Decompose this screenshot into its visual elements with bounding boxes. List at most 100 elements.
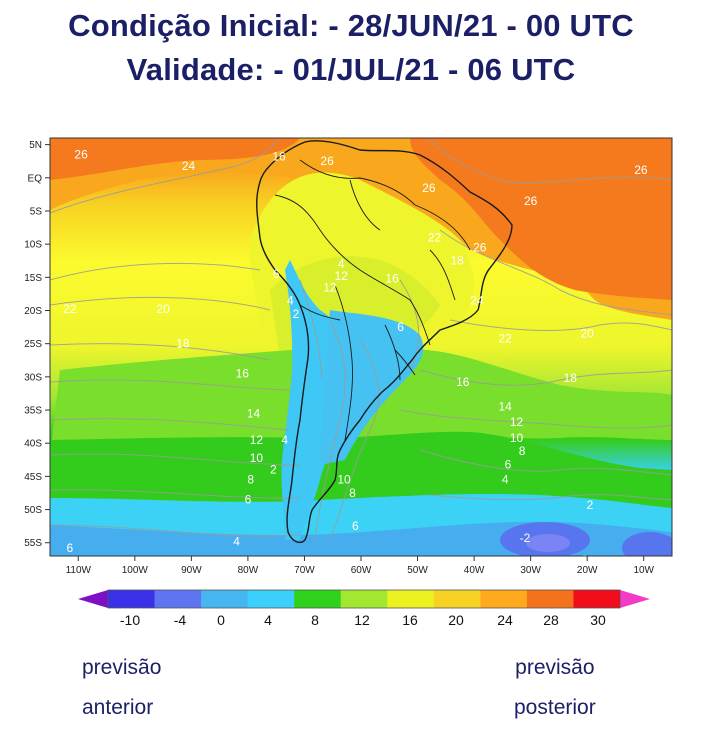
- contour-value-label: 4: [281, 433, 288, 447]
- lat-tick-label: 35S: [24, 406, 42, 417]
- lon-tick-label: 80W: [238, 565, 259, 576]
- colorbar-label: 0: [217, 612, 225, 628]
- south-cone-cyan: [320, 310, 424, 465]
- colorbar-label: 4: [264, 612, 272, 628]
- band-26: [50, 138, 300, 180]
- contour-value-label: 6: [245, 493, 252, 507]
- previous-forecast-link[interactable]: previsão anterior: [82, 648, 161, 728]
- lat-tick-label: EQ: [28, 173, 43, 184]
- colorbar-label: 24: [497, 612, 513, 628]
- previous-forecast-line1: previsão: [82, 656, 162, 679]
- colorbar-label: 20: [448, 612, 464, 628]
- colorbar-label: -10: [120, 612, 140, 628]
- lon-tick-label: 30W: [520, 565, 541, 576]
- lon-tick-label: 10W: [633, 565, 654, 576]
- contour-value-label: 24: [470, 294, 484, 308]
- contour-value-label: 2: [293, 307, 300, 321]
- contour-value-label: 18: [176, 337, 190, 351]
- contour-value-label: 2: [270, 463, 277, 477]
- contour-value-label: 6: [505, 457, 512, 471]
- lat-tick-label: 55S: [24, 538, 42, 549]
- contour-value-label: 16: [385, 272, 399, 286]
- colorbar-segment: [294, 590, 342, 608]
- lat-tick-label: 50S: [24, 505, 42, 516]
- contour-value-label: 14: [247, 406, 261, 420]
- colorbar-segment: [108, 590, 156, 608]
- lon-tick-label: 60W: [351, 565, 372, 576]
- contour-value-label: -2: [520, 531, 531, 545]
- contour-value-label: 26: [74, 148, 88, 162]
- contour-value-label: 22: [499, 331, 513, 345]
- contour-value-label: 6: [581, 552, 588, 566]
- contour-value-label: 12: [323, 280, 337, 294]
- colorbar-label: 16: [402, 612, 418, 628]
- contour-value-label: 12: [510, 415, 524, 429]
- lat-tick-label: 5N: [29, 140, 42, 151]
- lon-tick-label: 70W: [294, 565, 315, 576]
- contour-value-label: 2: [587, 498, 594, 512]
- band-26-atlantic: [410, 138, 672, 300]
- colorbar-segment: [201, 590, 249, 608]
- contour-value-label: 10: [510, 431, 524, 445]
- contour-value-label: 26: [634, 163, 648, 177]
- lon-tick-label: 110W: [66, 565, 92, 576]
- contour-value-label: 8: [349, 486, 356, 500]
- lat-tick-label: 40S: [24, 439, 42, 450]
- latitude-axis: 5N EQ 5S 10S 15S 20S 25S 30S 35S 40S 45S 50S 55S: [24, 140, 50, 549]
- contour-lines: [50, 138, 672, 541]
- colorbar-label: 30: [590, 612, 606, 628]
- contour-value-label: 18: [450, 254, 464, 268]
- lat-tick-label: 45S: [24, 472, 42, 483]
- colorbar-high-arrow: [620, 590, 650, 608]
- contour-value-label: 24: [182, 159, 196, 173]
- colorbar-segment: [573, 590, 621, 608]
- contour-value-label: 10: [337, 473, 351, 487]
- contour-value-label: 26: [320, 154, 334, 168]
- lon-tick-label: 100W: [122, 565, 149, 576]
- colorbar-segment: [387, 590, 435, 608]
- contour-value-label: 22: [428, 231, 442, 245]
- colorbar-label: 8: [311, 612, 319, 628]
- contour-value-label: 18: [564, 371, 578, 385]
- contour-value-label: 6: [66, 541, 73, 555]
- lat-tick-label: 10S: [24, 240, 42, 251]
- contour-value-label: 4: [338, 257, 345, 271]
- colorbar-label: -4: [174, 612, 187, 628]
- lat-tick-label: 20S: [24, 306, 42, 317]
- contour-value-label: 16: [456, 375, 470, 389]
- next-forecast-link[interactable]: previsão posterior: [514, 648, 596, 728]
- validity-title: Validade: - 01/JUL/21 - 06 UTC: [126, 52, 576, 87]
- colorbar-segment: [433, 590, 481, 608]
- contour-value-label: 12: [250, 433, 264, 447]
- contour-value-label: 10: [250, 451, 264, 465]
- colorbar-frame: [107, 589, 621, 609]
- contour-value-label: 6: [352, 519, 359, 533]
- cold-pool-core: [526, 534, 570, 552]
- colorbar-segment: [154, 590, 202, 608]
- lat-tick-label: 15S: [24, 273, 42, 284]
- contour-value-label: 6: [273, 267, 280, 281]
- lon-tick-label: 50W: [407, 565, 428, 576]
- contour-value-label: 22: [63, 302, 77, 316]
- lat-tick-label: 5S: [30, 206, 43, 217]
- contour-value-label: 16: [236, 367, 250, 381]
- contour-value-label: 12: [335, 269, 349, 283]
- previous-forecast-line2: anterior: [82, 696, 154, 719]
- contour-value-label: 20: [156, 302, 170, 316]
- contour-value-label: 4: [233, 534, 240, 548]
- lon-tick-label: 40W: [464, 565, 485, 576]
- colorbar-label: 28: [543, 612, 559, 628]
- next-forecast-line2: posterior: [514, 696, 596, 719]
- lat-tick-label: 30S: [24, 372, 42, 383]
- contour-value-label: 14: [499, 400, 513, 414]
- colorbar-segment: [247, 590, 295, 608]
- contour-value-label: 8: [519, 444, 526, 458]
- contour-value-label: 8: [247, 473, 254, 487]
- next-forecast-line1: previsão: [515, 656, 595, 679]
- contour-value-label: 26: [524, 194, 538, 208]
- colorbar-low-arrow: [78, 590, 108, 608]
- lat-tick-label: 25S: [24, 339, 42, 350]
